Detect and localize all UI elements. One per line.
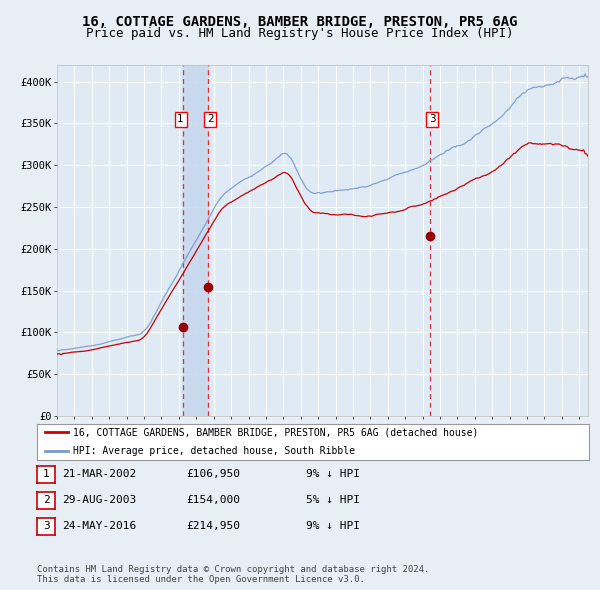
Text: £154,000: £154,000 bbox=[186, 496, 240, 505]
Text: 5% ↓ HPI: 5% ↓ HPI bbox=[306, 496, 360, 505]
Text: 21-MAR-2002: 21-MAR-2002 bbox=[62, 470, 136, 479]
Text: 2: 2 bbox=[207, 114, 214, 124]
Text: Price paid vs. HM Land Registry's House Price Index (HPI): Price paid vs. HM Land Registry's House … bbox=[86, 27, 514, 40]
Text: 3: 3 bbox=[43, 522, 50, 531]
Text: £106,950: £106,950 bbox=[186, 470, 240, 479]
Text: 2: 2 bbox=[43, 496, 50, 505]
Text: 29-AUG-2003: 29-AUG-2003 bbox=[62, 496, 136, 505]
Text: 24-MAY-2016: 24-MAY-2016 bbox=[62, 522, 136, 531]
Text: Contains HM Land Registry data © Crown copyright and database right 2024.
This d: Contains HM Land Registry data © Crown c… bbox=[37, 565, 430, 584]
Bar bbox=[182, 65, 208, 416]
Text: 3: 3 bbox=[429, 114, 436, 124]
Text: 1: 1 bbox=[43, 470, 50, 479]
Text: 16, COTTAGE GARDENS, BAMBER BRIDGE, PRESTON, PR5 6AG: 16, COTTAGE GARDENS, BAMBER BRIDGE, PRES… bbox=[82, 15, 518, 30]
Text: 16, COTTAGE GARDENS, BAMBER BRIDGE, PRESTON, PR5 6AG (detached house): 16, COTTAGE GARDENS, BAMBER BRIDGE, PRES… bbox=[73, 427, 478, 437]
Text: 9% ↓ HPI: 9% ↓ HPI bbox=[306, 522, 360, 531]
Text: £214,950: £214,950 bbox=[186, 522, 240, 531]
Text: 1: 1 bbox=[177, 114, 184, 124]
Text: 9% ↓ HPI: 9% ↓ HPI bbox=[306, 470, 360, 479]
Text: HPI: Average price, detached house, South Ribble: HPI: Average price, detached house, Sout… bbox=[73, 446, 355, 456]
